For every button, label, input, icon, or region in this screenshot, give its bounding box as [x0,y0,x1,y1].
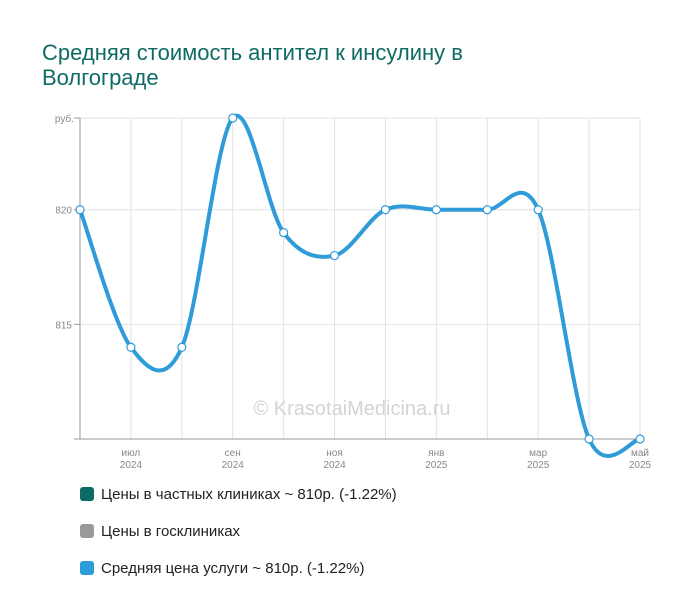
series-line [78,113,641,458]
data-point [279,228,289,238]
data-point [329,250,340,261]
legend-swatch [80,524,94,538]
data-point [482,205,492,215]
y-tick-label: 820 [55,206,72,217]
x-tick-year: 2024 [323,460,346,471]
data-point [533,205,543,215]
x-tick-year: 2025 [527,460,550,471]
x-tick-label: ноя [326,448,343,459]
legend: Цены в частных клиниках ~ 810р. (-1.22%)… [80,484,397,595]
series-layer [78,113,641,458]
x-tick-label: янв [428,448,444,459]
x-tick-label: май [631,448,649,459]
x-tick-year: 2025 [629,460,652,471]
x-tick-label: июл [122,448,141,459]
data-point [75,205,85,215]
legend-swatch [80,561,94,575]
data-point [635,434,645,444]
legend-label: Цены в госклиниках [101,522,241,540]
data-point [431,205,441,215]
y-tick-labels: руб. 815 820 [55,113,74,331]
y-tick-label: 815 [55,320,72,331]
legend-label: Цены в частных клиниках ~ 810р. (-1.22%) [101,485,397,503]
x-tick-year: 2024 [120,460,143,471]
x-tick-label: мар [529,448,547,459]
data-point [126,342,136,352]
x-tick-label: сен [225,448,241,459]
data-point [228,113,238,123]
data-point [380,205,391,215]
axes [74,117,640,440]
x-tick-labels: июл2024сен2024ноя2024янв2025мар2025май20… [120,448,652,471]
x-tick-year: 2025 [425,460,448,471]
legend-item-public[interactable]: Цены в госклиниках [80,521,397,541]
legend-swatch [80,487,94,501]
data-point [177,342,187,352]
data-point [584,434,594,444]
legend-item-average[interactable]: Средняя цена услуги ~ 810р. (-1.22%) [80,558,397,578]
legend-item-private[interactable]: Цены в частных клиниках ~ 810р. (-1.22%) [80,484,397,504]
legend-label: Средняя цена услуги ~ 810р. (-1.22%) [101,559,365,577]
watermark: © KrasotaiMedicina.ru [253,398,450,420]
x-tick-year: 2024 [222,460,245,471]
chart-title: Средняя стоимость антител к инсулину в В… [42,40,463,90]
y-unit-label: руб. [55,113,74,125]
data-points [75,113,645,444]
grid-lines [80,117,641,439]
